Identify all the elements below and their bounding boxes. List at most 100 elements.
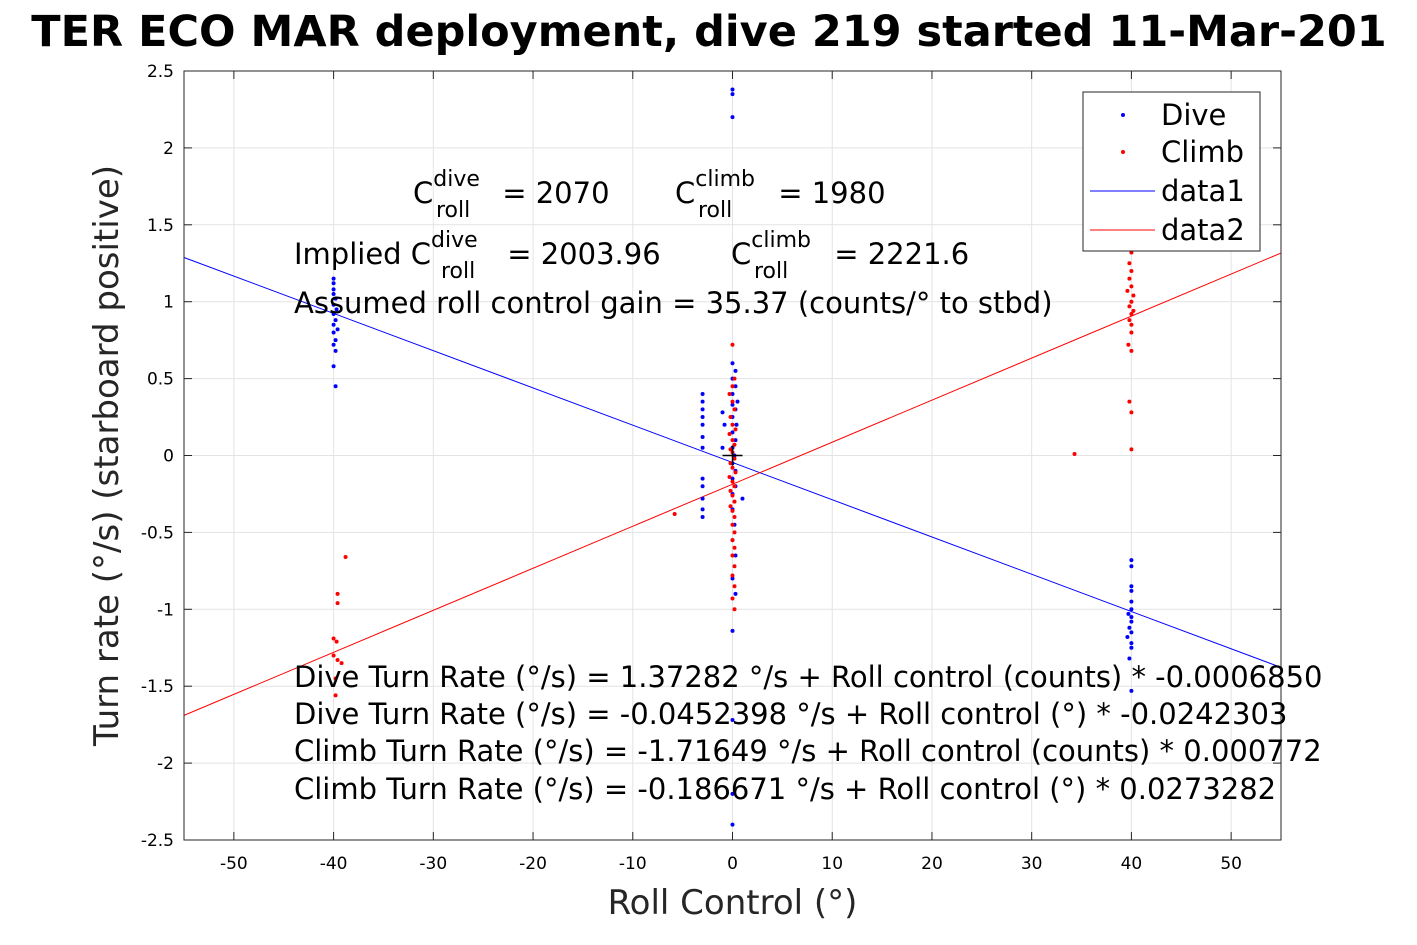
x-tick-label: 40	[1121, 854, 1143, 874]
fit-climb-counts: Climb Turn Rate (°/s) = -1.71649 °/s + R…	[294, 734, 1322, 768]
dive-point	[1129, 614, 1134, 619]
dive-point	[1129, 584, 1134, 589]
legend-climb-label: Climb	[1161, 135, 1244, 169]
climb-point	[331, 636, 336, 641]
dive-point	[1129, 645, 1134, 650]
dive-point	[700, 476, 705, 481]
climb-point	[1129, 410, 1134, 415]
dive-point	[733, 553, 738, 558]
climb-point	[730, 342, 735, 347]
dive-point	[700, 415, 705, 420]
climb-point	[732, 484, 737, 489]
climb-point	[730, 479, 735, 484]
x-tick-label: 50	[1220, 854, 1242, 874]
dive-point	[335, 327, 340, 332]
climb-point	[733, 470, 738, 475]
dive-point	[730, 115, 735, 120]
climb-point	[730, 508, 735, 513]
dive-point	[333, 348, 338, 353]
x-tick-label: -40	[320, 854, 348, 874]
dive-point	[730, 87, 735, 92]
climb-point	[1127, 304, 1132, 309]
climb-point	[1129, 330, 1134, 335]
legend-climb-marker	[1121, 150, 1125, 154]
dive-point	[700, 422, 705, 427]
dive-point	[1129, 630, 1134, 635]
climb-point	[333, 693, 338, 698]
roll-gain-annotation: Assumed roll control gain = 35.37 (count…	[294, 286, 1053, 320]
climb-point	[1127, 318, 1132, 323]
climb-point	[732, 456, 737, 461]
climb-point	[732, 607, 737, 612]
climb-point	[730, 465, 735, 470]
climb-point	[335, 658, 340, 663]
dive-point	[730, 391, 735, 396]
dive-point	[735, 399, 740, 404]
dive-point	[700, 407, 705, 412]
climb-point	[727, 475, 732, 480]
climb-point	[1129, 312, 1134, 317]
dive-point	[1129, 599, 1134, 604]
climb-point	[1131, 293, 1136, 298]
dive-point	[730, 402, 735, 407]
climb-point	[335, 591, 340, 596]
climb-point	[727, 391, 732, 396]
climb-point	[730, 384, 735, 389]
climb-point	[732, 376, 737, 381]
dive-point	[331, 322, 336, 327]
dive-point	[700, 399, 705, 404]
dive-point	[1129, 607, 1134, 612]
y-tick-label: -1	[157, 600, 174, 620]
dive-point	[331, 281, 336, 286]
climb-point	[1129, 299, 1134, 304]
y-tick-label: 2.5	[147, 62, 174, 82]
climb-point	[728, 488, 733, 493]
y-axis-label: Turn rate (°/s) (starboard positive)	[87, 165, 127, 747]
implied-climb-annotation: Cclimb roll = 2221.6	[731, 228, 969, 284]
dive-point	[700, 435, 705, 440]
dive-point	[730, 476, 735, 481]
dive-point	[740, 496, 745, 501]
legend-dive-label: Dive	[1161, 98, 1226, 132]
annotations: Cdive roll = 2070 Cclimb roll = 1980 Impli…	[294, 167, 1322, 806]
climb-point	[730, 538, 735, 543]
y-tick-label: 0.5	[147, 370, 174, 390]
climb-point	[1129, 322, 1134, 327]
dive-point	[333, 384, 338, 389]
dive-point	[730, 822, 735, 827]
dive-point	[700, 484, 705, 489]
plot-data	[183, 87, 1282, 827]
y-tick-label: 2	[163, 139, 174, 159]
x-tick-label: 30	[1021, 854, 1043, 874]
climb-point	[1131, 308, 1136, 313]
y-axis-ticks: -2.5 -2 -1.5 -1 -0.5 0 0.5 1 1.5 2 2.5	[141, 62, 1281, 851]
x-axis-ticks: -50 -40 -30 -20 -10 0 10 20 30 40 50	[220, 71, 1242, 874]
dive-point	[331, 287, 336, 292]
dive-point	[733, 438, 738, 443]
dive-point	[733, 591, 738, 596]
dive-point	[700, 496, 705, 501]
dive-point	[734, 422, 739, 427]
climb-point	[1129, 348, 1134, 353]
chart-title: TER ECO MAR deployment, dive 219 started…	[31, 7, 1386, 57]
climb-point	[728, 415, 733, 420]
climb-point	[331, 653, 336, 658]
x-tick-label: -20	[519, 854, 547, 874]
dive-point	[730, 361, 735, 366]
climb-point	[1125, 288, 1130, 293]
climb-point	[339, 661, 344, 666]
climb-point	[672, 511, 677, 516]
climb-point	[730, 522, 735, 527]
croll-dive-annotation: Cdive roll = 2070	[413, 167, 610, 223]
x-tick-label: 20	[921, 854, 943, 874]
climb-point	[730, 422, 735, 427]
dive-point	[730, 92, 735, 97]
dive-point	[1129, 588, 1134, 593]
climb-point	[1129, 268, 1134, 273]
climb-point	[334, 639, 339, 644]
dive-point	[700, 515, 705, 520]
fit-dive-degrees: Dive Turn Rate (°/s) = -0.0452398 °/s + …	[294, 697, 1287, 731]
legend-dive-marker	[1121, 113, 1125, 117]
y-tick-label: 1	[163, 293, 174, 313]
